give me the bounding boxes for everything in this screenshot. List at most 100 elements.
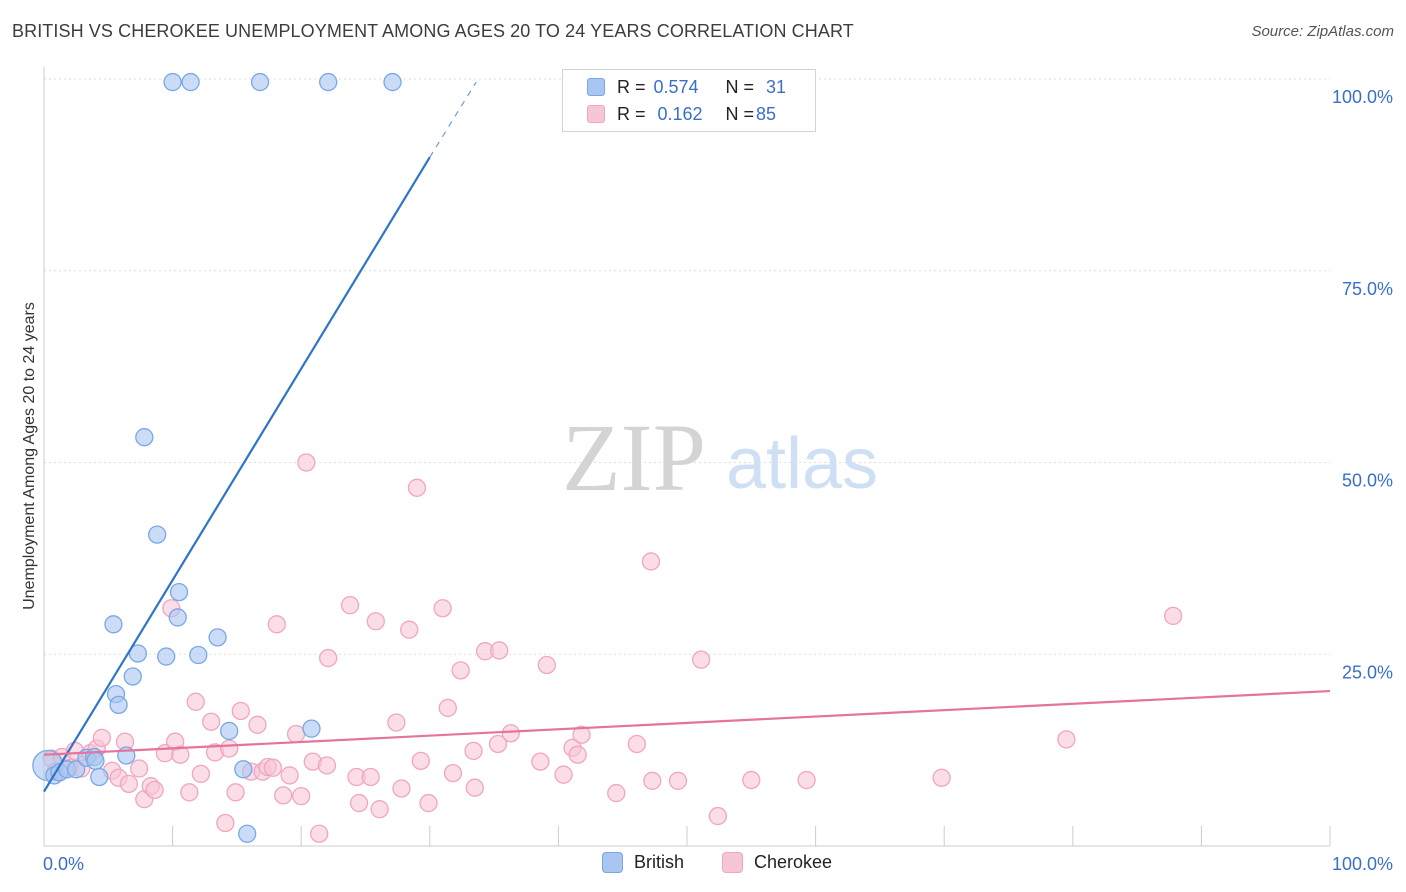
tick-labels: 25.0% 50.0% 75.0% 100.0% 0.0% 100.0% (43, 87, 1393, 874)
british-point (123, 667, 142, 686)
british-point (250, 72, 270, 92)
cherokee-swatch (587, 105, 605, 123)
cherokee-point (171, 745, 190, 764)
british-legend-label: British (634, 852, 685, 872)
stats-legend: R = 0.574 N = 31 R = 0.162 N = 85 (562, 69, 816, 132)
british-points (32, 72, 402, 843)
cherokee-point (286, 724, 306, 744)
cherokee-point (248, 715, 267, 734)
cherokee-point (317, 756, 337, 775)
cherokee-point (349, 793, 369, 813)
cherokee-point (531, 752, 550, 771)
cherokee-point (572, 725, 591, 744)
cherokee-point (932, 768, 951, 787)
british-point (319, 72, 338, 92)
cherokee-point (797, 770, 816, 790)
cherokee-legend-swatch (722, 852, 743, 873)
cherokee-point (231, 701, 250, 721)
cherokee-n-value: 85 (756, 103, 777, 124)
cherokee-point (537, 655, 556, 675)
cherokee-trend-line (43, 689, 1331, 756)
cherokee-point (501, 724, 520, 743)
cherokee-n-label: N = (725, 103, 755, 124)
cherokee-point (186, 692, 205, 711)
cherokee-point (180, 783, 199, 802)
cherokee-point (668, 771, 688, 790)
cherokee-point (387, 713, 406, 732)
british-point (148, 525, 167, 544)
cherokee-point (267, 615, 286, 634)
cherokee-point (708, 806, 728, 826)
series-legend: British Cherokee (0, 852, 1406, 876)
cherokee-point (392, 779, 411, 798)
british-r-label: R = (617, 76, 646, 97)
cherokee-r-label: R = (617, 103, 646, 124)
cherokee-point (370, 800, 389, 819)
cherokee-point (263, 758, 283, 777)
british-n-value: 31 (766, 76, 787, 97)
cherokee-point (607, 783, 626, 803)
x-tick-label-100: 100.0% (1332, 854, 1393, 874)
cherokee-point (145, 780, 164, 800)
x-tick-label-0: 0.0% (43, 854, 84, 874)
cherokee-point (361, 767, 380, 787)
cherokee-point (465, 778, 484, 797)
trend-lines (43, 81, 1331, 793)
british-point (220, 721, 239, 741)
cherokee-point (451, 661, 470, 680)
cherokee-point (400, 620, 419, 639)
source-credit: Source: ZipAtlas.com (1251, 23, 1394, 40)
british-point (234, 760, 253, 779)
british-swatch (587, 78, 605, 96)
british-point (169, 582, 189, 602)
cherokee-point (366, 612, 385, 631)
legend-row-cherokee: R = 0.162 N = 85 (587, 103, 776, 125)
axes (43, 67, 1331, 847)
cherokee-point (641, 552, 661, 571)
cherokee-point (202, 712, 221, 731)
cherokee-point (216, 813, 235, 833)
british-point (104, 615, 123, 634)
british-point (67, 760, 86, 779)
british-point (109, 695, 128, 715)
british-point (383, 72, 402, 92)
cherokee-point (438, 698, 457, 718)
british-r-value: 0.574 (653, 76, 699, 97)
watermark-atlas: atlas (726, 424, 878, 504)
cherokee-point (220, 739, 239, 758)
cherokee-point (340, 596, 360, 615)
y-tick-label-75: 75.0% (1342, 279, 1393, 299)
british-point (302, 719, 321, 738)
cherokee-point (292, 786, 311, 806)
legend-row-british: R = 0.574 N = 31 (587, 76, 786, 98)
british-point (163, 72, 182, 92)
british-trend-extension (429, 81, 477, 158)
watermark-zip: ZIP (562, 404, 706, 511)
british-trend-line (43, 156, 431, 793)
british-point (238, 824, 257, 843)
cherokee-point (627, 734, 646, 754)
cherokee-point (443, 763, 463, 783)
cherokee-point (319, 648, 338, 668)
chart-title: BRITISH VS CHEROKEE UNEMPLOYMENT AMONG A… (12, 21, 854, 41)
cherokee-point (280, 766, 299, 785)
series-legend-british[interactable]: British (602, 852, 684, 873)
cherokee-point (488, 734, 508, 754)
series-legend-cherokee[interactable]: Cherokee (722, 852, 832, 873)
cherokee-point (407, 478, 427, 497)
y-tick-label-100: 100.0% (1332, 87, 1393, 107)
y-tick-label-50: 50.0% (1342, 471, 1393, 491)
watermark: ZIP atlas (562, 404, 878, 511)
cherokee-point (119, 774, 139, 794)
cherokee-legend-label: Cherokee (754, 852, 833, 872)
cherokee-point (554, 765, 573, 784)
grid-lines (44, 78, 1330, 655)
british-point (189, 645, 208, 665)
cherokee-point (433, 599, 452, 618)
cherokee-point (130, 759, 149, 778)
british-point (86, 751, 105, 771)
cherokee-point (464, 741, 483, 761)
british-point (128, 644, 148, 663)
british-point (157, 647, 176, 666)
